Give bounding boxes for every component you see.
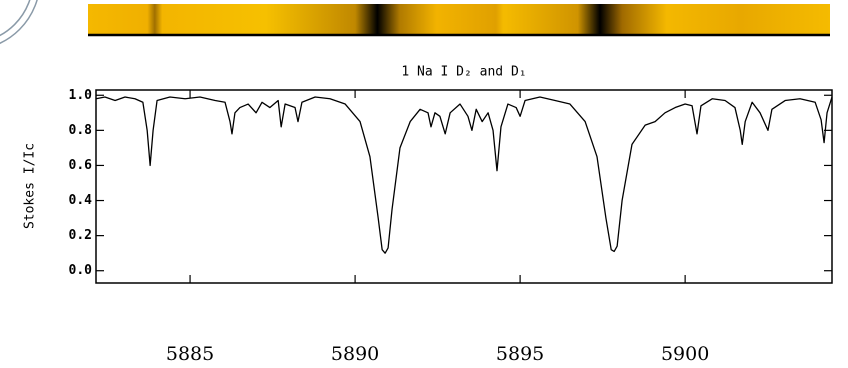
x-tick-label: 5895 xyxy=(496,343,544,365)
y-axis-label: Stokes I/Ic xyxy=(23,143,38,229)
chart: 1 Na I D₂ and D₁ Stokes I/Ic 0.0 0.2 0.4 0.… xyxy=(0,0,848,368)
x-tick-label: 5885 xyxy=(166,343,214,365)
y-tick-label: 0.4 xyxy=(69,193,93,208)
x-tick-label: 5900 xyxy=(661,343,709,365)
chart-title: 1 Na I D₂ and D₁ xyxy=(401,65,526,80)
y-tick-label: 0.8 xyxy=(69,123,93,138)
y-tick-label: 0.0 xyxy=(69,263,93,278)
page: 1 Na I D₂ and D₁ Stokes I/Ic 0.0 0.2 0.4 0.… xyxy=(0,0,848,368)
spectrum-strip xyxy=(88,4,830,34)
spectrum-line xyxy=(96,97,832,253)
y-tick-label: 0.2 xyxy=(69,228,92,243)
y-tick-label: 0.6 xyxy=(69,158,93,173)
x-tick-label: 5890 xyxy=(331,343,379,365)
y-tick-label: 1.0 xyxy=(69,88,93,103)
decor-arcs xyxy=(0,0,40,50)
plot-frame xyxy=(96,90,832,283)
